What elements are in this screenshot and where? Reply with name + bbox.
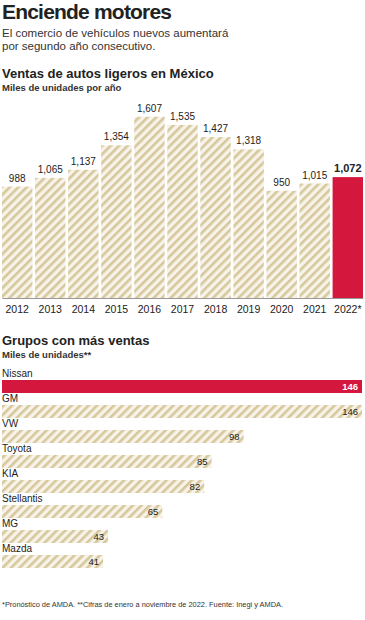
- data-label: 1,354: [104, 131, 129, 142]
- x-tick-label: 2014: [72, 303, 96, 315]
- x-tick-label: 2012: [6, 303, 30, 315]
- bar: [2, 505, 162, 518]
- bar: [2, 187, 32, 298]
- category-label: GM: [2, 393, 18, 404]
- x-tick-label: 2017: [171, 303, 195, 315]
- x-tick: 2014: [72, 303, 96, 315]
- page: Ventas de autos ligeros en MéxicoMiles d…: [0, 0, 365, 620]
- bar: [2, 480, 204, 493]
- header-title: Enciende motores: [2, 0, 171, 24]
- bar: [266, 191, 296, 298]
- chart-canvas: Ventas de autos ligeros en MéxicoMiles d…: [0, 0, 365, 620]
- chart-top-groups: Grupos con más ventasMiles de unidades**…: [2, 333, 362, 568]
- data-label: 1,607: [137, 103, 162, 114]
- bar: [2, 430, 244, 443]
- data-labels: 988 1,065 1,137 1,354 1,607 1,535 1,427 1,318 95…: [9, 103, 362, 188]
- bar: [68, 170, 98, 298]
- data-label: 1,065: [38, 164, 63, 175]
- x-tick: 2015: [105, 303, 129, 315]
- data-label: 1,535: [170, 111, 195, 122]
- bar: [2, 380, 362, 393]
- footnote: *Pronóstico de AMDA. **Cifras de enero a…: [2, 600, 364, 609]
- x-tick: 2016: [138, 303, 162, 315]
- bar: [233, 149, 263, 298]
- x-tick: 2022*: [334, 303, 361, 315]
- bars: [2, 380, 362, 568]
- data-label: 98: [229, 431, 240, 442]
- category-label: Nissan: [2, 368, 33, 379]
- x-tick: 2019: [237, 303, 261, 315]
- bar: [200, 137, 230, 298]
- x-tick: 2017: [171, 303, 195, 315]
- category-label: VW: [2, 418, 19, 429]
- chart-title: Grupos con más ventas: [2, 333, 149, 348]
- x-axis-line: [3, 298, 364, 299]
- bar: [300, 184, 330, 298]
- data-label: 1,427: [203, 123, 228, 134]
- x-tick: 2013: [39, 303, 63, 315]
- bar: [101, 145, 131, 298]
- x-tick: 2018: [204, 303, 228, 315]
- x-tick: 2020: [270, 303, 294, 315]
- bar: [35, 178, 65, 298]
- chart-title: Ventas de autos ligeros en México: [2, 66, 214, 81]
- data-label: 950: [273, 177, 290, 188]
- chart-subtitle: Miles de unidades**: [2, 349, 92, 360]
- data-labels: 146 146 98 85 82 65 43 41: [89, 381, 358, 567]
- bar: [2, 405, 362, 418]
- category-label: Toyota: [2, 443, 32, 454]
- bar: [333, 177, 363, 298]
- category-label: Mazda: [2, 543, 32, 554]
- x-tick: 2012: [6, 303, 30, 315]
- data-label: 65: [148, 506, 159, 517]
- bar: [2, 555, 103, 568]
- bar: [134, 117, 164, 298]
- data-label: 1,318: [236, 135, 261, 146]
- x-tick-label: 2019: [237, 303, 261, 315]
- data-label: 1,072: [334, 162, 362, 174]
- category-label: MG: [2, 518, 18, 529]
- data-label: 82: [190, 481, 201, 492]
- x-tick: 2021: [303, 303, 327, 315]
- header-subtitle: El comercio de vehículos nuevos aumentar…: [2, 27, 237, 53]
- bar: [167, 125, 197, 298]
- category-label: Stellantis: [2, 493, 43, 504]
- data-label: 1,015: [302, 170, 327, 181]
- x-tick-label: 2016: [138, 303, 162, 315]
- bar: [2, 530, 108, 543]
- data-label: 41: [89, 556, 100, 567]
- x-tick-label: 2013: [39, 303, 63, 315]
- data-label: 1,137: [71, 156, 96, 167]
- x-axis: 2012 2013 2014 2015 2016 2017 2018 2019 2020 2021…: [3, 299, 364, 316]
- x-tick-label: 2022*: [334, 303, 361, 315]
- data-label: 146: [342, 406, 358, 417]
- x-tick-label: 2015: [105, 303, 129, 315]
- data-label: 85: [197, 456, 208, 467]
- data-label: 146: [342, 381, 358, 392]
- bar: [2, 455, 212, 468]
- x-tick-label: 2021: [303, 303, 327, 315]
- x-tick-label: 2020: [270, 303, 294, 315]
- x-tick-label: 2018: [204, 303, 228, 315]
- data-label: 43: [93, 531, 104, 542]
- chart-sales-by-year: Ventas de autos ligeros en MéxicoMiles d…: [2, 66, 364, 315]
- chart-subtitle: Miles de unidades por año: [2, 82, 121, 93]
- data-label: 988: [9, 173, 26, 184]
- bars: [2, 117, 363, 298]
- category-label: KIA: [2, 468, 18, 479]
